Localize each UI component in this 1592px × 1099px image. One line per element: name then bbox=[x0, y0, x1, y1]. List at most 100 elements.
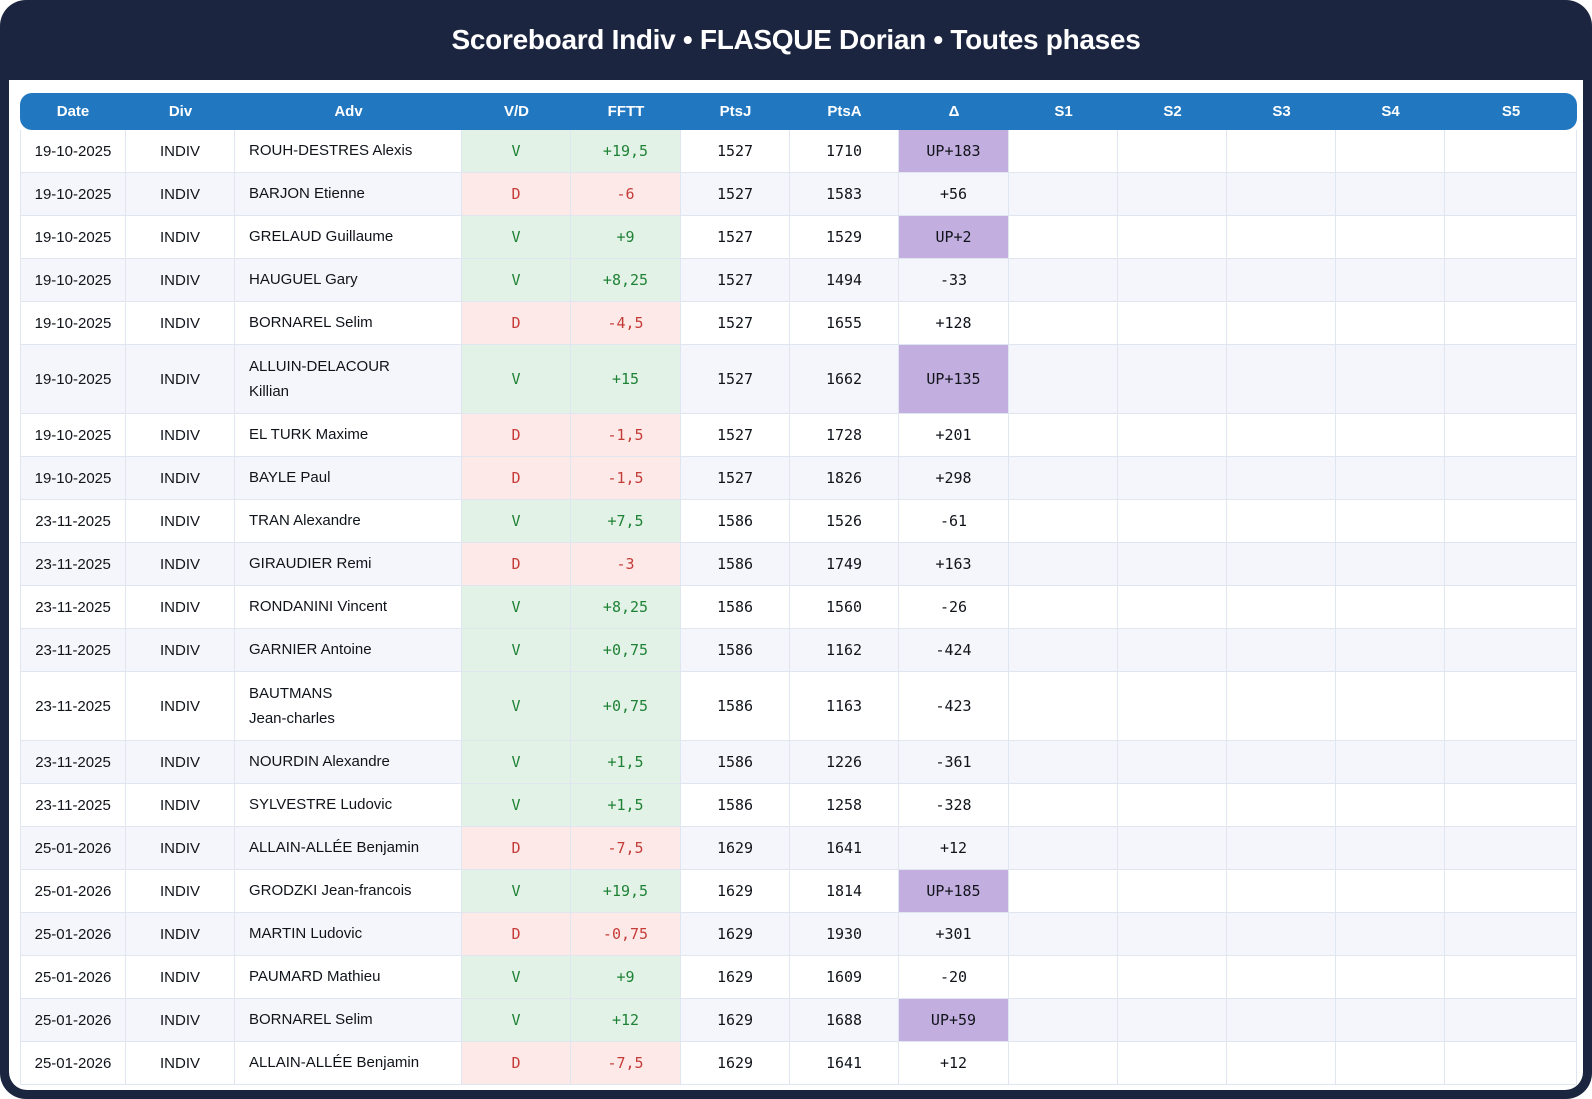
cell-s3 bbox=[1227, 1042, 1336, 1085]
table-row: 23-11-2025 INDIV GARNIER Antoine V +0,75 1586… bbox=[20, 629, 1577, 672]
table-header: Date Div Adv V/D FFTT PtsJ PtsA Δ S1 S2 … bbox=[20, 93, 1577, 130]
cell-s2 bbox=[1118, 130, 1227, 173]
cell-delta: -424 bbox=[899, 629, 1009, 672]
cell-fftt: +8,25 bbox=[571, 586, 681, 629]
cell-ptsj: 1527 bbox=[681, 414, 790, 457]
table-row: 25-01-2026 INDIV BORNAREL Selim V +12 1629 168… bbox=[20, 999, 1577, 1042]
title-bar: Scoreboard Indiv • FLASQUE Dorian • Tout… bbox=[0, 0, 1592, 80]
cell-s5 bbox=[1445, 457, 1577, 500]
table-row: 25-01-2026 INDIV ALLAIN-ALLÉE Benjamin D -7,… bbox=[20, 1042, 1577, 1085]
cell-vd: V bbox=[462, 956, 571, 999]
cell-s3 bbox=[1227, 302, 1336, 345]
cell-vd: D bbox=[462, 173, 571, 216]
cell-ptsj: 1629 bbox=[681, 1042, 790, 1085]
cell-ptsj: 1527 bbox=[681, 259, 790, 302]
cell-s5 bbox=[1445, 629, 1577, 672]
cell-ptsj: 1586 bbox=[681, 741, 790, 784]
column-header-s3: S3 bbox=[1227, 93, 1336, 130]
cell-ptsj: 1629 bbox=[681, 870, 790, 913]
cell-delta: +12 bbox=[899, 1042, 1009, 1085]
table-row: 19-10-2025 INDIV BORNAREL Selim D -4,5 1527 16… bbox=[20, 302, 1577, 345]
cell-s3 bbox=[1227, 672, 1336, 741]
cell-s1 bbox=[1009, 1042, 1118, 1085]
cell-date: 19-10-2025 bbox=[20, 216, 126, 259]
cell-s3 bbox=[1227, 827, 1336, 870]
table-row: 19-10-2025 INDIV BARJON Etienne D -6 1527 1583… bbox=[20, 173, 1577, 216]
cell-vd: V bbox=[462, 999, 571, 1042]
cell-vd: D bbox=[462, 913, 571, 956]
cell-vd: D bbox=[462, 302, 571, 345]
cell-adv: HAUGUEL Gary bbox=[235, 259, 462, 302]
cell-s5 bbox=[1445, 259, 1577, 302]
cell-delta: UP+183 bbox=[899, 130, 1009, 173]
cell-ptsa: 1583 bbox=[790, 173, 899, 216]
column-header-vd: V/D bbox=[462, 93, 571, 130]
cell-ptsj: 1527 bbox=[681, 173, 790, 216]
cell-ptsa: 1814 bbox=[790, 870, 899, 913]
cell-delta: -61 bbox=[899, 500, 1009, 543]
cell-s4 bbox=[1336, 500, 1445, 543]
cell-ptsa: 1163 bbox=[790, 672, 899, 741]
cell-delta: +128 bbox=[899, 302, 1009, 345]
cell-ptsa: 1728 bbox=[790, 414, 899, 457]
cell-delta: +163 bbox=[899, 543, 1009, 586]
cell-delta: +301 bbox=[899, 913, 1009, 956]
cell-adv: GRODZKI Jean-francois bbox=[235, 870, 462, 913]
cell-div: INDIV bbox=[126, 345, 235, 414]
cell-adv: TRAN Alexandre bbox=[235, 500, 462, 543]
cell-s5 bbox=[1445, 741, 1577, 784]
cell-s4 bbox=[1336, 629, 1445, 672]
cell-s3 bbox=[1227, 741, 1336, 784]
cell-vd: V bbox=[462, 130, 571, 173]
cell-s1 bbox=[1009, 672, 1118, 741]
table-row: 19-10-2025 INDIV HAUGUEL Gary V +8,25 1527 149… bbox=[20, 259, 1577, 302]
cell-vd: V bbox=[462, 629, 571, 672]
column-header-delta: Δ bbox=[899, 93, 1009, 130]
column-header-ptsa: PtsA bbox=[790, 93, 899, 130]
cell-ptsj: 1586 bbox=[681, 629, 790, 672]
cell-vd: V bbox=[462, 216, 571, 259]
cell-date: 23-11-2025 bbox=[20, 500, 126, 543]
cell-div: INDIV bbox=[126, 784, 235, 827]
cell-vd: D bbox=[462, 1042, 571, 1085]
cell-s2 bbox=[1118, 173, 1227, 216]
cell-ptsa: 1710 bbox=[790, 130, 899, 173]
cell-adv: BARJON Etienne bbox=[235, 173, 462, 216]
cell-adv: ROUH-DESTRES Alexis bbox=[235, 130, 462, 173]
cell-s1 bbox=[1009, 870, 1118, 913]
cell-ptsa: 1560 bbox=[790, 586, 899, 629]
cell-s2 bbox=[1118, 741, 1227, 784]
cell-s4 bbox=[1336, 956, 1445, 999]
cell-s5 bbox=[1445, 870, 1577, 913]
table-row: 23-11-2025 INDIV BAUTMANS Jean-charles V +0,… bbox=[20, 672, 1577, 741]
column-header-adv: Adv bbox=[235, 93, 462, 130]
table-row: 25-01-2026 INDIV MARTIN Ludovic D -0,75 1629 1… bbox=[20, 913, 1577, 956]
cell-vd: V bbox=[462, 784, 571, 827]
cell-s4 bbox=[1336, 543, 1445, 586]
cell-date: 25-01-2026 bbox=[20, 1042, 126, 1085]
cell-div: INDIV bbox=[126, 741, 235, 784]
cell-s4 bbox=[1336, 414, 1445, 457]
cell-s1 bbox=[1009, 414, 1118, 457]
header-row: Date Div Adv V/D FFTT PtsJ PtsA Δ S1 S2 … bbox=[20, 93, 1577, 130]
cell-div: INDIV bbox=[126, 672, 235, 741]
cell-ptsa: 1162 bbox=[790, 629, 899, 672]
cell-delta: +12 bbox=[899, 827, 1009, 870]
cell-date: 25-01-2026 bbox=[20, 956, 126, 999]
scoreboard-body: 19-10-2025 INDIV ROUH-DESTRES Alexis V +19,5… bbox=[20, 130, 1577, 1085]
cell-date: 23-11-2025 bbox=[20, 741, 126, 784]
cell-s5 bbox=[1445, 672, 1577, 741]
cell-s2 bbox=[1118, 913, 1227, 956]
cell-s2 bbox=[1118, 302, 1227, 345]
cell-delta: +201 bbox=[899, 414, 1009, 457]
cell-date: 25-01-2026 bbox=[20, 827, 126, 870]
cell-ptsa: 1688 bbox=[790, 999, 899, 1042]
table-row: 19-10-2025 INDIV BAYLE Paul D -1,5 1527 1826 +2… bbox=[20, 457, 1577, 500]
cell-ptsj: 1586 bbox=[681, 543, 790, 586]
cell-s1 bbox=[1009, 956, 1118, 999]
cell-ptsj: 1629 bbox=[681, 913, 790, 956]
cell-div: INDIV bbox=[126, 827, 235, 870]
cell-s1 bbox=[1009, 216, 1118, 259]
cell-adv: ALLAIN-ALLÉE Benjamin bbox=[235, 1042, 462, 1085]
